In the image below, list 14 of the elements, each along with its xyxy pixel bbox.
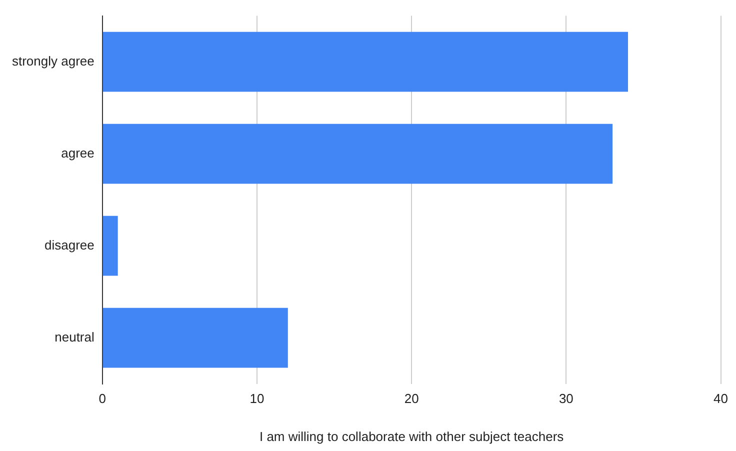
y-tick-label: agree xyxy=(61,145,94,160)
y-tick-label: disagree xyxy=(44,237,94,252)
y-tick-label: neutral xyxy=(54,329,94,344)
x-tick-label: 40 xyxy=(714,391,728,406)
y-tick-label: strongly agree xyxy=(12,53,94,68)
x-axis-title: I am willing to collaborate with other subject teachers xyxy=(259,428,564,444)
bar xyxy=(102,308,288,368)
x-tick-label: 30 xyxy=(558,391,574,406)
x-tick-label: 0 xyxy=(98,391,106,406)
x-tick-label: 10 xyxy=(250,391,264,406)
bar xyxy=(102,216,118,276)
x-tick-label: 20 xyxy=(404,391,419,406)
bar xyxy=(102,124,613,184)
bar xyxy=(102,32,628,92)
